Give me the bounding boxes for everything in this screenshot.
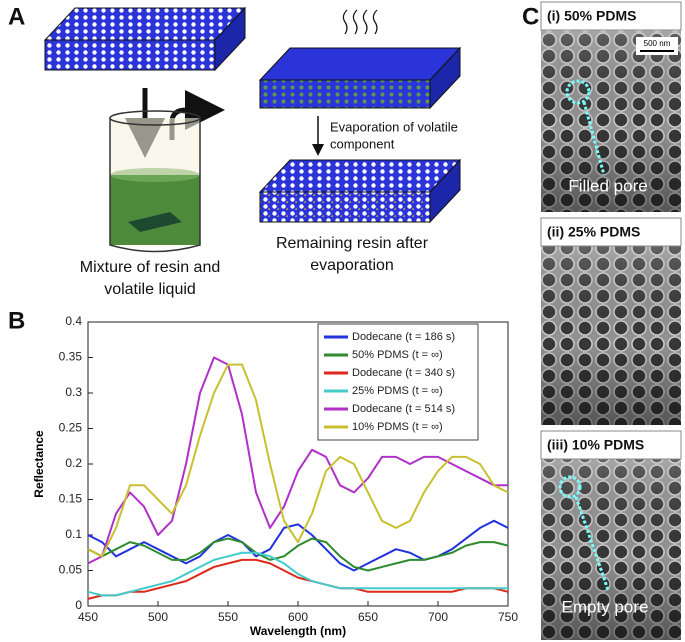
legend-label: Dodecane (t = 340 s)	[352, 367, 455, 379]
slab-top	[258, 47, 462, 81]
y-tick-label: 0.15	[59, 492, 83, 506]
x-tick-label: 450	[78, 610, 98, 624]
y-tick-label: 0.1	[65, 527, 82, 541]
filled-slab	[258, 46, 462, 110]
liquid	[110, 175, 200, 245]
pore-marker	[574, 496, 610, 591]
y-tick-label: 0.2	[65, 456, 82, 470]
legend-label: 25% PDMS (t = ∞)	[352, 385, 443, 397]
sem-annotation: Empty pore	[562, 597, 649, 616]
x-axis-label: Wavelength (nm)	[250, 624, 346, 638]
series-line	[87, 363, 509, 558]
x-tick-label: 550	[218, 610, 238, 624]
sem-image: (ii) 25% PDMS	[540, 217, 682, 425]
beaker-rim	[109, 110, 201, 126]
beaker	[109, 110, 201, 253]
x-tick-label: 600	[288, 610, 308, 624]
panel-label: C	[522, 3, 539, 30]
scale-bar-label: 500 nm	[644, 39, 671, 48]
vapor	[342, 9, 378, 35]
y-axis-label: Reflectance	[32, 430, 46, 498]
caption: evaporation	[310, 257, 394, 274]
series-line	[87, 537, 509, 572]
pore-marker	[565, 79, 591, 105]
slab-side	[214, 6, 246, 72]
pore-marker	[558, 475, 582, 499]
legend-box	[317, 323, 479, 441]
beaker-wall	[109, 118, 201, 253]
slab-top	[43, 7, 247, 41]
x-tick-label: 750	[498, 610, 518, 624]
caption: Evaporation of volatile	[330, 119, 458, 134]
plot: 450 500 550 600 650 700 750 0 0.05 0.1 0.15 0.2 0.25…	[59, 314, 519, 624]
sem-title-bg	[540, 430, 682, 460]
sem-title: (i) 50% PDMS	[547, 8, 636, 24]
legend-label: 50% PDMS (t = ∞)	[352, 349, 443, 361]
legend-label: Dodecane (t = 186 s)	[352, 331, 455, 343]
sem-title: (iii) 10% PDMS	[547, 437, 644, 453]
slab-top	[258, 159, 462, 193]
sem-image: (i) 50% PDMS 500 nm Filled pore	[540, 1, 682, 212]
sem-title-bg	[540, 1, 682, 31]
y-tick-label: 0.35	[59, 350, 83, 364]
panel-label: B	[8, 307, 25, 334]
immersed-slab	[128, 212, 182, 232]
legend-label: 10% PDMS (t = ∞)	[352, 421, 443, 433]
sem-title-bg	[540, 217, 682, 247]
caption: component	[330, 136, 395, 151]
x-tick-label: 650	[358, 610, 378, 624]
slab-side	[429, 46, 461, 110]
beaker-glass	[110, 118, 200, 175]
porous-slab	[43, 6, 247, 72]
slab-front	[259, 79, 431, 109]
panel-label: A	[8, 3, 25, 30]
caption: volatile liquid	[104, 281, 196, 298]
y-tick-label: 0.3	[65, 385, 82, 399]
sem-title: (ii) 25% PDMS	[547, 224, 640, 240]
remaining-slab	[258, 158, 462, 224]
slab-front	[259, 191, 431, 223]
slab-side	[429, 158, 461, 224]
pore-marker	[582, 101, 606, 176]
x-tick-label: 500	[148, 610, 168, 624]
sem-annotation: Filled pore	[568, 176, 647, 195]
caption: Remaining resin after	[276, 235, 429, 252]
slab-front	[44, 39, 216, 71]
y-tick-label: 0	[75, 598, 82, 612]
series-line	[87, 356, 508, 565]
y-tick-label: 0.05	[59, 563, 83, 577]
caption: Mixture of resin and	[80, 259, 221, 276]
sem-shading	[541, 218, 681, 425]
series-line	[87, 551, 508, 597]
legend-label: Dodecane (t = 514 s)	[352, 403, 455, 415]
sem-image: (iii) 10% PDMS Empty pore	[540, 430, 682, 640]
x-tick-label: 700	[428, 610, 448, 624]
sem-shading	[541, 431, 681, 640]
y-tick-label: 0.25	[59, 421, 83, 435]
y-tick-label: 0.4	[65, 314, 82, 328]
series-line	[87, 558, 509, 600]
